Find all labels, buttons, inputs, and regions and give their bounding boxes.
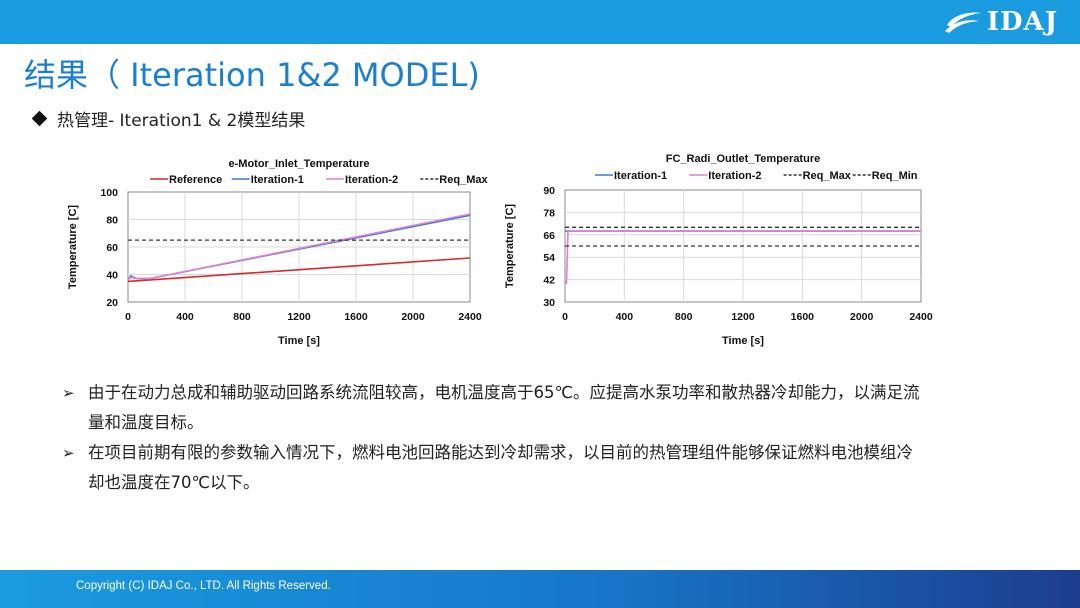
subtitle-text: 热管理- Iteration1 & 2模型结果 (57, 111, 306, 131)
finding-line: 却也温度在70℃以下。 (88, 473, 260, 492)
x-tick-label: 2400 (909, 311, 933, 323)
chart-title: FC_Radi_Outlet_Temperature (666, 153, 820, 165)
findings-list: ➢ 由于在动力总成和辅助驱动回路系统流阻较高，电机温度高于65℃。应提高水泵功率… (56, 378, 1016, 498)
x-tick-label: 1600 (791, 311, 815, 323)
finding-item: ➢ 由于在动力总成和辅助驱动回路系统流阻较高，电机温度高于65℃。应提高水泵功率… (56, 378, 1016, 438)
x-tick-label: 1200 (731, 311, 755, 323)
logo-text: IDAJ (986, 7, 1058, 37)
footer-bar: Copyright (C) IDAJ Co., LTD. All Rights … (0, 570, 1080, 608)
legend-label: Iteration-2 (345, 174, 398, 186)
y-tick-label: 30 (543, 297, 555, 309)
y-tick-label: 60 (106, 242, 118, 254)
series-line (127, 213, 471, 281)
legend-label: Req_Min (872, 170, 918, 182)
swoosh-icon (944, 12, 981, 33)
chart-emotor-inlet-svg: e-Motor_Inlet_Temperature Reference Iterat… (67, 158, 488, 347)
x-tick-label: 0 (125, 311, 131, 323)
copyright-text: Copyright (C) IDAJ Co., LTD. All Rights … (76, 580, 331, 592)
arrow-bullet-icon: ➢ (62, 384, 75, 402)
x-tick-label: 1600 (344, 311, 368, 323)
y-tick-label: 20 (106, 297, 118, 309)
x-tick-label: 400 (616, 311, 634, 323)
legend-label: Iteration-2 (708, 170, 761, 182)
y-tick-label: 42 (543, 275, 555, 287)
finding-line: 量和温度目标。 (88, 413, 204, 432)
y-tick-label: 66 (543, 230, 555, 242)
legend-label: Iteration-1 (614, 170, 667, 182)
y-axis-label: Temperature [C] (504, 204, 516, 288)
x-tick-label: 1200 (287, 311, 311, 323)
section-subtitle: 热管理- Iteration1 & 2模型结果 (31, 106, 306, 131)
x-axis-label: Time [s] (722, 335, 764, 347)
y-tick-label: 40 (106, 270, 118, 282)
legend-label: Req_Max (803, 170, 852, 182)
diamond-bullet-icon (31, 110, 48, 127)
chart-emotor-inlet: e-Motor_Inlet_Temperature Reference Iterat… (60, 150, 500, 355)
y-tick-label: 78 (543, 207, 555, 219)
x-axis-label: Time [s] (278, 335, 320, 347)
x-tick-label: 800 (233, 311, 251, 323)
chart-fc-radi-outlet: FC_Radi_Outlet_Temperature Iteration-1 Ite… (495, 148, 945, 358)
series-line (127, 257, 471, 283)
x-tick-label: 400 (176, 311, 194, 323)
y-axis-label: Temperature [C] (67, 205, 79, 289)
header-bar: IDAJ (0, 0, 1080, 44)
finding-item: ➢ 在项目前期有限的参数输入情况下，燃料电池回路能达到冷却需求，以目前的热管理组… (56, 438, 1016, 498)
chart-fc-radi-outlet-svg: FC_Radi_Outlet_Temperature Iteration-1 Ite… (504, 153, 933, 347)
legend-label: Reference (169, 174, 222, 186)
y-tick-label: 90 (543, 185, 555, 197)
x-tick-label: 2400 (458, 311, 482, 323)
finding-line: 由于在动力总成和辅助驱动回路系统流阻较高，电机温度高于65℃。应提高水泵功率和散… (88, 383, 920, 402)
x-tick-label: 0 (562, 311, 568, 323)
y-tick-label: 54 (543, 252, 555, 264)
finding-line: 在项目前期有限的参数输入情况下，燃料电池回路能达到冷却需求，以目前的热管理组件能… (88, 443, 913, 462)
series-line (565, 230, 921, 285)
x-tick-label: 800 (675, 311, 693, 323)
y-tick-label: 80 (106, 215, 118, 227)
legend-label: Iteration-1 (251, 174, 304, 186)
y-tick-label: 100 (100, 187, 118, 199)
x-tick-label: 2000 (401, 311, 425, 323)
idaj-logo: IDAJ (943, 6, 1058, 38)
chart-title: e-Motor_Inlet_Temperature (229, 158, 370, 170)
x-tick-label: 2000 (850, 311, 874, 323)
arrow-bullet-icon: ➢ (62, 444, 75, 462)
legend-label: Req_Max (439, 174, 488, 186)
page-title: 结果（ Iteration 1&2 MODEL) (24, 56, 480, 94)
